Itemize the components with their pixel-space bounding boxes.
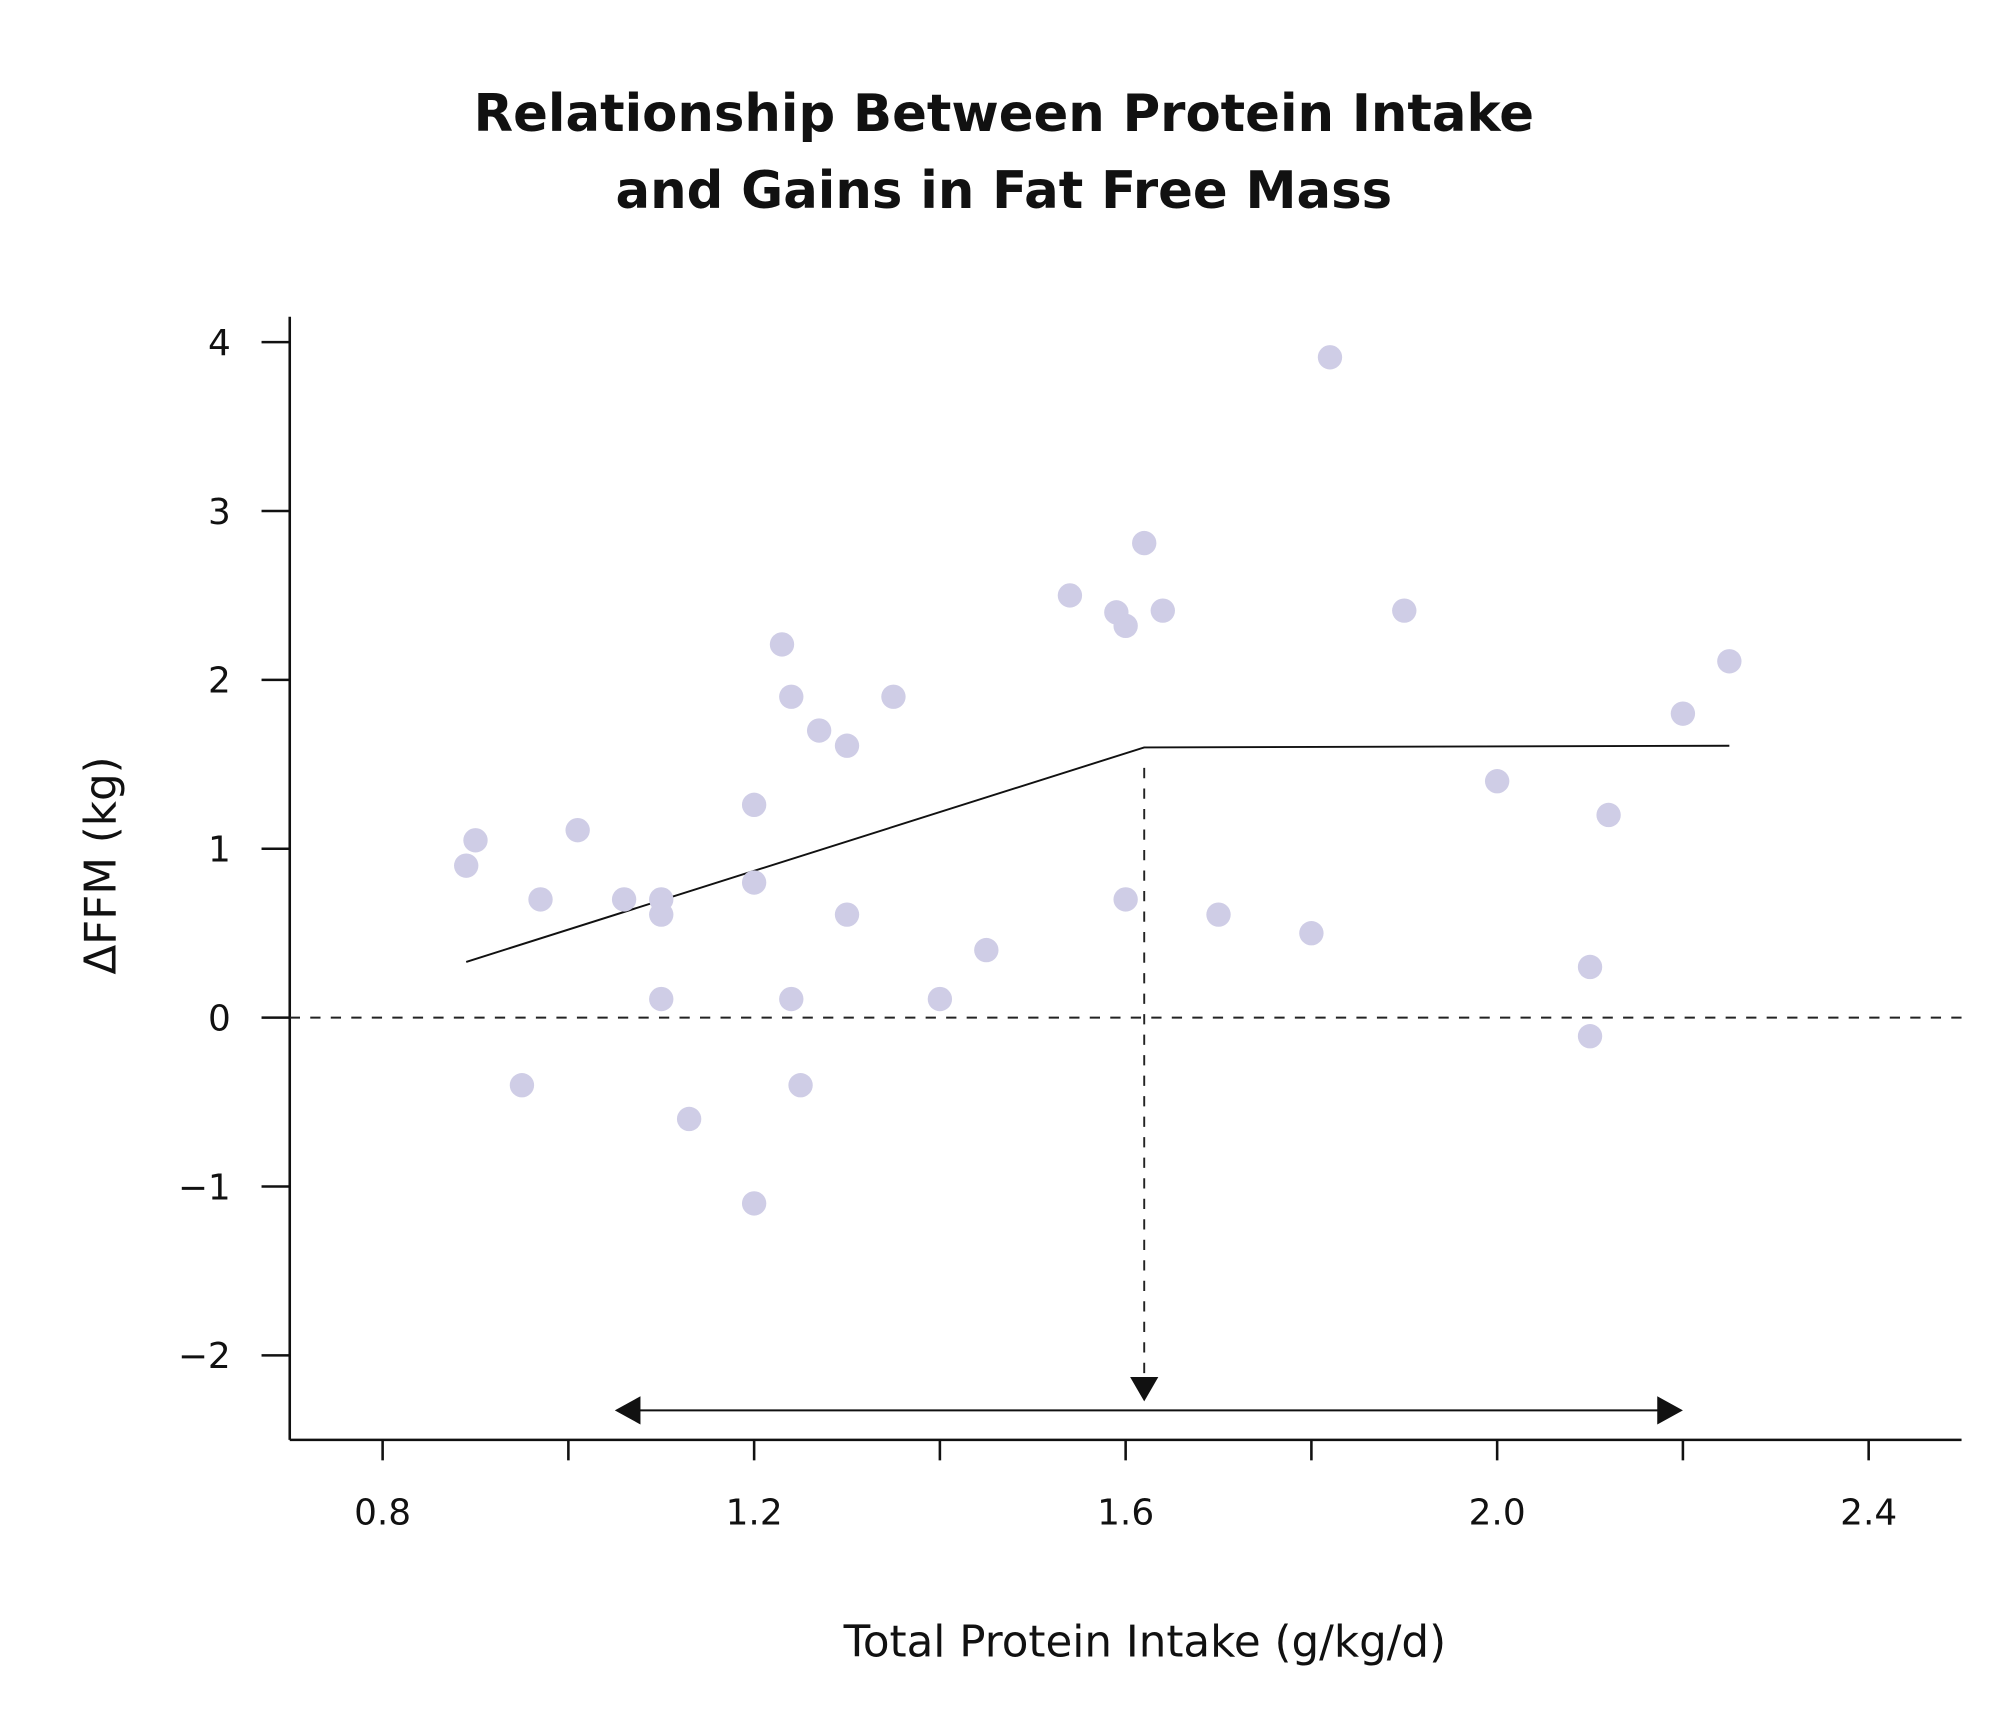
data-point [779, 986, 804, 1012]
data-point [1317, 345, 1343, 370]
data-point [769, 632, 795, 657]
y-tick-label: 1 [208, 830, 231, 871]
y-tick-label: 0 [208, 998, 231, 1039]
y-tick-label: 4 [208, 323, 231, 364]
chart-title-line-2: and Gains in Fat Free Mass [616, 161, 1393, 221]
x-tick-label: 1.2 [726, 1492, 783, 1533]
data-point [1299, 921, 1324, 946]
y-tick-label: 2 [208, 661, 231, 702]
data-point [1206, 902, 1231, 927]
data-point [881, 684, 906, 709]
x-tick-label: 2.0 [1469, 1492, 1526, 1533]
data-point [806, 718, 832, 743]
data-point [463, 828, 488, 853]
data-point [1150, 598, 1175, 623]
data-point [565, 817, 590, 843]
range-arrow-left-head [614, 1396, 641, 1425]
data-point [1113, 887, 1138, 912]
data-point [1057, 583, 1083, 608]
y-tick-label: −1 [178, 1167, 231, 1208]
data-point [1484, 769, 1510, 794]
data-point [1717, 649, 1742, 674]
x-tick-label: 1.6 [1097, 1492, 1154, 1533]
data-point [788, 1073, 813, 1098]
data-point [1392, 598, 1417, 623]
x-axis-label: Total Protein Intake (g/kg/d) [843, 1618, 1446, 1668]
data-point [834, 733, 860, 758]
breakpoint-arrowhead [1130, 1377, 1159, 1402]
x-tick-label: 0.8 [354, 1492, 411, 1533]
data-point [509, 1073, 535, 1098]
y-axis-label: ΔFFM (kg) [76, 756, 126, 974]
data-point [611, 887, 637, 912]
y-tick-label: −2 [178, 1336, 231, 1377]
data-point [528, 887, 553, 912]
data-point [1577, 954, 1603, 980]
range-arrow-right-head [1657, 1396, 1683, 1425]
data-point [741, 1191, 767, 1216]
data-point [649, 986, 674, 1012]
data-point [741, 870, 767, 895]
data-point [834, 902, 860, 927]
data-point [779, 684, 804, 709]
data-point [1132, 530, 1157, 556]
data-point [1670, 701, 1696, 726]
data-point [741, 792, 767, 818]
y-tick-label: 3 [208, 492, 231, 533]
chart-title-line-1: Relationship Between Protein Intake [474, 84, 1534, 144]
data-point [676, 1106, 702, 1132]
fit-line [465, 744, 1730, 963]
data-point [1596, 802, 1621, 828]
data-point [927, 986, 953, 1012]
data-point [454, 853, 479, 878]
axes [288, 316, 1962, 1442]
data-point [1577, 1024, 1603, 1049]
data-point [1113, 613, 1138, 639]
data-point [974, 937, 999, 963]
x-tick-label: 2.4 [1840, 1492, 1897, 1533]
data-point [649, 902, 674, 927]
